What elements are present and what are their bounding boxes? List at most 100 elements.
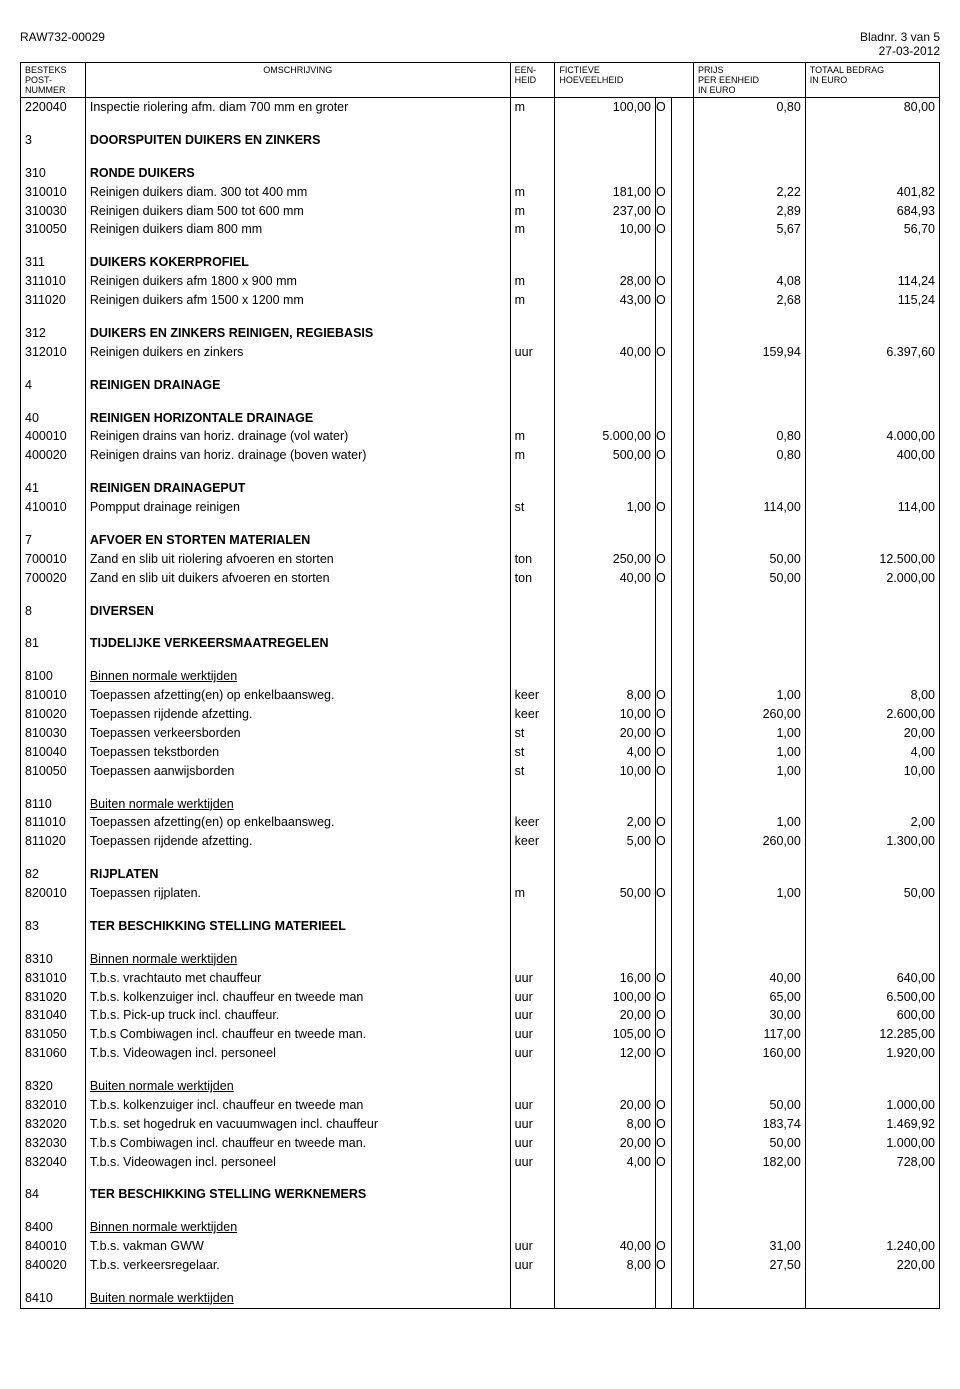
table-row: 84TER BESCHIKKING STELLING WERKNEMERS [21,1185,940,1204]
cell-qty: 8,00 [555,686,656,705]
cell-code: 810050 [21,762,86,781]
cell-code: 83 [21,917,86,936]
cell-qty [555,950,656,969]
th-total: TOTAAL BEDRAG IN EURO [805,63,939,98]
cell-desc: Binnen normale werktijden [85,950,510,969]
cell-price: 260,00 [694,705,806,724]
document-date: 27-03-2012 [860,44,940,58]
cell-flag: O [656,705,672,724]
cell-flag [656,131,672,150]
cell-unit: st [510,498,555,517]
cell-unit [510,131,555,150]
cell-total: 114,24 [805,272,939,291]
table-row: 310010Reinigen duikers diam. 300 tot 400… [21,183,940,202]
cell-unit: uur [510,1044,555,1063]
cell-flag: O [656,291,672,310]
cell-price: 65,00 [694,988,806,1007]
cell-desc: T.b.s. vrachtauto met chauffeur [85,969,510,988]
cell-unit: keer [510,705,555,724]
cell-total [805,917,939,936]
cell-price: 260,00 [694,832,806,851]
cell-price [694,531,806,550]
cell-desc: Toepassen rijplaten. [85,884,510,903]
cell-price: 0,80 [694,98,806,117]
cell-qty: 20,00 [555,1096,656,1115]
cell-flag: O [656,1044,672,1063]
cell-flag: O [656,220,672,239]
cell-total: 684,93 [805,202,939,221]
cell-flag: O [656,98,672,117]
cell-desc: Toepassen verkeersborden [85,724,510,743]
cell-total: 1.469,92 [805,1115,939,1134]
cell-price: 2,22 [694,183,806,202]
cell-desc: T.b.s. set hogedruk en vacuumwagen incl.… [85,1115,510,1134]
cell-qty [555,1218,656,1237]
table-row [21,310,940,324]
cell-flag: O [656,724,672,743]
table-row: 820010Toepassen rijplaten.m50,00O1,0050,… [21,884,940,903]
cell-total [805,634,939,653]
cell-desc: Reinigen duikers afm 1500 x 1200 mm [85,291,510,310]
cell-code: 831040 [21,1006,86,1025]
table-row: 310030Reinigen duikers diam 500 tot 600 … [21,202,940,221]
cell-desc: T.b.s. Videowagen incl. personeel [85,1044,510,1063]
cell-unit: ton [510,569,555,588]
cell-price [694,164,806,183]
cell-desc: AFVOER EN STORTEN MATERIALEN [85,531,510,550]
cell-unit: uur [510,988,555,1007]
cell-flag [656,917,672,936]
table-row: 840010T.b.s. vakman GWWuur40,00O31,001.2… [21,1237,940,1256]
cell-unit [510,865,555,884]
cell-unit: m [510,220,555,239]
cell-desc: TER BESCHIKKING STELLING MATERIEEL [85,917,510,936]
table-row [21,117,940,131]
cell-qty: 8,00 [555,1256,656,1275]
cell-code: 831020 [21,988,86,1007]
cell-qty: 28,00 [555,272,656,291]
cell-desc: Toepassen tekstborden [85,743,510,762]
cell-code: 810040 [21,743,86,762]
cell-code: 400020 [21,446,86,465]
cell-total: 220,00 [805,1256,939,1275]
table-row [21,1204,940,1218]
cell-price: 5,67 [694,220,806,239]
cell-desc: Reinigen duikers diam. 300 tot 400 mm [85,183,510,202]
table-row [21,1063,940,1077]
cell-qty: 105,00 [555,1025,656,1044]
cell-total: 6.397,60 [805,343,939,362]
cell-total: 4.000,00 [805,427,939,446]
cell-price: 160,00 [694,1044,806,1063]
cell-price [694,324,806,343]
cell-flag: O [656,550,672,569]
cell-code: 40 [21,409,86,428]
table-row: 7AFVOER EN STORTEN MATERIALEN [21,531,940,550]
cell-unit: st [510,743,555,762]
cell-unit [510,531,555,550]
cell-unit: uur [510,1025,555,1044]
cell-price: 50,00 [694,1134,806,1153]
cell-flag [656,634,672,653]
cell-flag: O [656,762,672,781]
cell-code: 811020 [21,832,86,851]
cell-unit [510,253,555,272]
cell-total: 728,00 [805,1153,939,1172]
table-row: 810030Toepassen verkeersbordenst20,00O1,… [21,724,940,743]
cell-code: 4 [21,376,86,395]
table-row [21,517,940,531]
table-row: 831050T.b.s Combiwagen incl. chauffeur e… [21,1025,940,1044]
cell-unit: keer [510,813,555,832]
cell-desc: Buiten normale werktijden [85,795,510,814]
cell-qty: 10,00 [555,705,656,724]
cell-flag: O [656,1237,672,1256]
cell-desc: T.b.s. vakman GWW [85,1237,510,1256]
cell-price [694,1289,806,1308]
table-row: 400020Reinigen drains van horiz. drainag… [21,446,940,465]
cell-desc: REINIGEN HORIZONTALE DRAINAGE [85,409,510,428]
cell-price: 114,00 [694,498,806,517]
cell-desc: Reinigen duikers en zinkers [85,343,510,362]
cell-flag: O [656,343,672,362]
cell-desc: DUIKERS KOKERPROFIEL [85,253,510,272]
cell-qty: 237,00 [555,202,656,221]
cell-code: 310030 [21,202,86,221]
table-row: 310RONDE DUIKERS [21,164,940,183]
